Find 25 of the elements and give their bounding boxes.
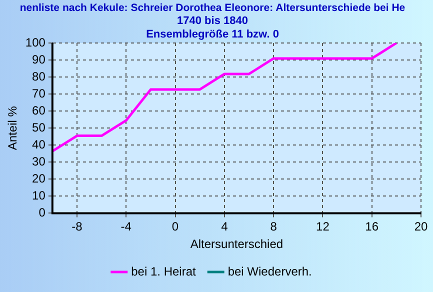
y-tick-label: 30: [32, 154, 46, 168]
y-tick-label: 20: [32, 171, 46, 186]
chart-subtitle: 1740 bis 1840 Ensemblegröße 11 bzw. 0: [146, 15, 279, 40]
x-tick-label: -4: [120, 220, 132, 234]
x-tick-label: -8: [72, 220, 83, 234]
x-tick-label: 0: [172, 220, 179, 234]
y-tick-label: 80: [32, 69, 46, 84]
x-tick-label: 8: [270, 220, 278, 234]
x-tick-label: 12: [316, 220, 330, 234]
y-tick-label: 40: [32, 137, 46, 152]
y-tick-label: 70: [32, 86, 46, 100]
y-tick-label: 0: [38, 206, 46, 220]
y-tick-label: 50: [32, 120, 46, 134]
chart-title: nenliste nach Kekule: Schreier Dorothea Eleonore: Altersunterschiede bei He: [20, 2, 406, 14]
legend-label: bei Wiederverh.: [228, 264, 312, 278]
x-tick-label: 4: [221, 220, 228, 234]
x-tick-label: 16: [365, 220, 379, 234]
x-axis-title: Altersunterschied: [190, 237, 284, 252]
y-axis-title: Anteil %: [6, 106, 20, 150]
y-tick-label: 60: [32, 103, 46, 118]
y-tick-label: 90: [32, 52, 46, 66]
y-tick-label: 10: [32, 188, 46, 202]
x-tick-label: 20: [414, 220, 428, 234]
legend-label: bei 1. Heirat: [131, 264, 196, 278]
y-tick-label: 100: [25, 35, 46, 50]
